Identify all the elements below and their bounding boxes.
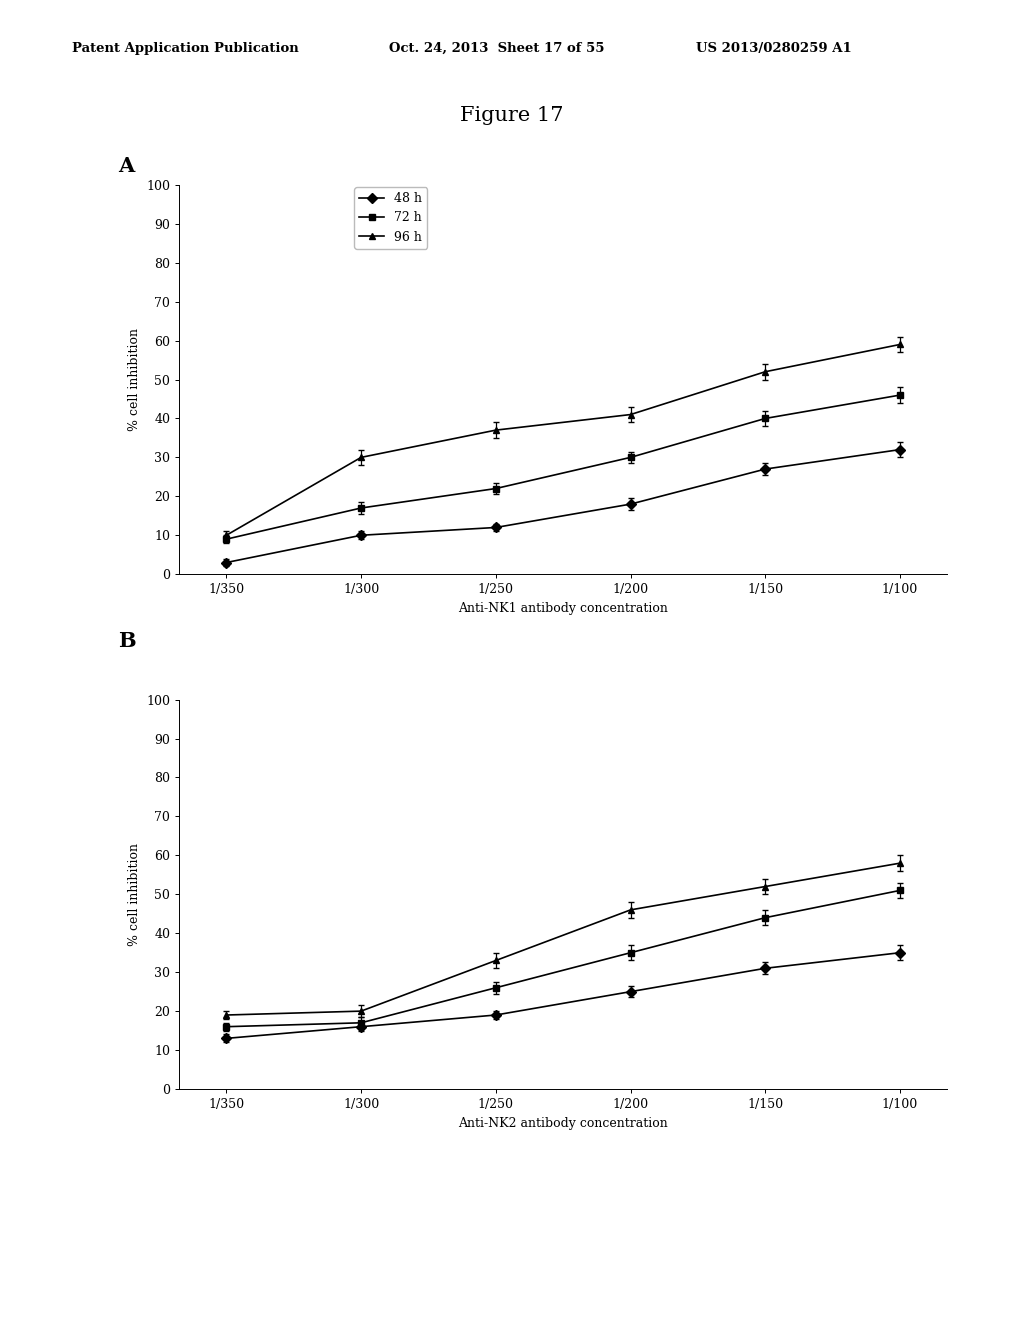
X-axis label: Anti-NK1 antibody concentration: Anti-NK1 antibody concentration — [459, 602, 668, 615]
Text: Oct. 24, 2013  Sheet 17 of 55: Oct. 24, 2013 Sheet 17 of 55 — [389, 42, 604, 55]
Text: Figure 17: Figure 17 — [460, 106, 564, 124]
X-axis label: Anti-NK2 antibody concentration: Anti-NK2 antibody concentration — [459, 1117, 668, 1130]
Y-axis label: % cell inhibition: % cell inhibition — [128, 327, 140, 432]
Text: B: B — [118, 631, 135, 651]
Legend: 48 h, 72 h, 96 h: 48 h, 72 h, 96 h — [354, 187, 427, 248]
Y-axis label: % cell inhibition: % cell inhibition — [128, 842, 140, 946]
Text: A: A — [118, 156, 134, 176]
Text: Patent Application Publication: Patent Application Publication — [72, 42, 298, 55]
Text: US 2013/0280259 A1: US 2013/0280259 A1 — [696, 42, 852, 55]
